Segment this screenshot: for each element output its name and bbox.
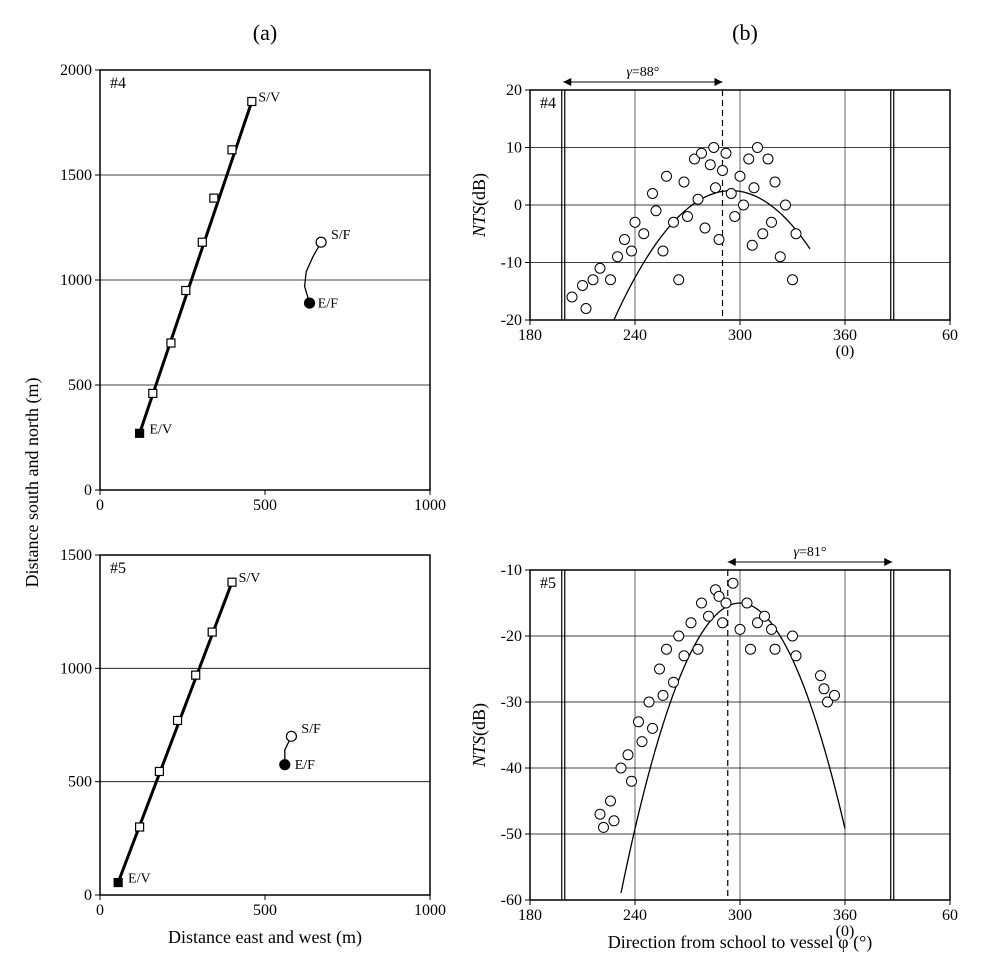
svg-text:Distance east and west (m): Distance east and west (m) bbox=[168, 927, 362, 948]
svg-text:-30: -30 bbox=[501, 694, 522, 711]
svg-text:S/V: S/V bbox=[258, 91, 280, 106]
svg-text:S/F: S/F bbox=[301, 722, 321, 737]
svg-text:10: 10 bbox=[506, 140, 522, 157]
svg-text:1500: 1500 bbox=[60, 547, 92, 564]
svg-text:240: 240 bbox=[623, 907, 647, 924]
svg-text:180: 180 bbox=[518, 327, 542, 344]
svg-text:-40: -40 bbox=[501, 760, 522, 777]
svg-text:300: 300 bbox=[728, 907, 752, 924]
svg-text:360: 360 bbox=[833, 327, 857, 344]
svg-text:γ=88°: γ=88° bbox=[626, 65, 659, 80]
svg-text:S/V: S/V bbox=[239, 571, 261, 586]
svg-text:300: 300 bbox=[728, 327, 752, 344]
svg-text:1000: 1000 bbox=[60, 272, 92, 289]
svg-text:(a): (a) bbox=[253, 20, 277, 45]
svg-text:-10: -10 bbox=[501, 255, 522, 272]
svg-text:E/V: E/V bbox=[150, 422, 173, 437]
svg-text:240: 240 bbox=[623, 327, 647, 344]
svg-text:#5: #5 bbox=[540, 575, 556, 592]
svg-text:0: 0 bbox=[84, 887, 92, 904]
svg-text:NTS(dB): NTS(dB) bbox=[469, 173, 490, 238]
svg-text:0: 0 bbox=[96, 497, 104, 514]
svg-text:-10: -10 bbox=[501, 562, 522, 579]
svg-text:1000: 1000 bbox=[60, 660, 92, 677]
svg-text:E/F: E/F bbox=[318, 296, 338, 311]
svg-text:360: 360 bbox=[833, 907, 857, 924]
svg-text:0: 0 bbox=[514, 197, 522, 214]
svg-text:500: 500 bbox=[253, 497, 277, 514]
svg-text:180: 180 bbox=[518, 907, 542, 924]
svg-text:NTS(dB): NTS(dB) bbox=[469, 703, 490, 768]
svg-text:E/V: E/V bbox=[128, 872, 151, 887]
svg-text:500: 500 bbox=[68, 377, 92, 394]
svg-text:S/F: S/F bbox=[331, 228, 351, 243]
svg-text:-50: -50 bbox=[501, 826, 522, 843]
svg-text:60: 60 bbox=[942, 907, 958, 924]
svg-text:60: 60 bbox=[942, 327, 958, 344]
svg-text:#4: #4 bbox=[540, 95, 556, 112]
svg-text:0: 0 bbox=[84, 482, 92, 499]
svg-text:2000: 2000 bbox=[60, 62, 92, 79]
svg-text:0: 0 bbox=[96, 902, 104, 919]
svg-text:1000: 1000 bbox=[414, 902, 446, 919]
svg-text:500: 500 bbox=[253, 902, 277, 919]
svg-text:Distance south and north (m): Distance south and north (m) bbox=[22, 378, 43, 588]
svg-text:#5: #5 bbox=[110, 560, 126, 577]
svg-text:500: 500 bbox=[68, 774, 92, 791]
svg-text:E/F: E/F bbox=[295, 758, 315, 773]
svg-text:-20: -20 bbox=[501, 628, 522, 645]
svg-text:1500: 1500 bbox=[60, 167, 92, 184]
svg-text:20: 20 bbox=[506, 82, 522, 99]
svg-text:(b): (b) bbox=[732, 20, 758, 45]
figure-svg: (a)(b)050010001500200005001000#4S/VE/VS/… bbox=[0, 0, 1000, 960]
svg-text:1000: 1000 bbox=[414, 497, 446, 514]
svg-text:#4: #4 bbox=[110, 75, 126, 92]
svg-text:(0): (0) bbox=[836, 343, 855, 360]
svg-text:Direction from school to vesse: Direction from school to vessel φ (°) bbox=[608, 932, 873, 953]
svg-text:γ=81°: γ=81° bbox=[793, 545, 826, 560]
